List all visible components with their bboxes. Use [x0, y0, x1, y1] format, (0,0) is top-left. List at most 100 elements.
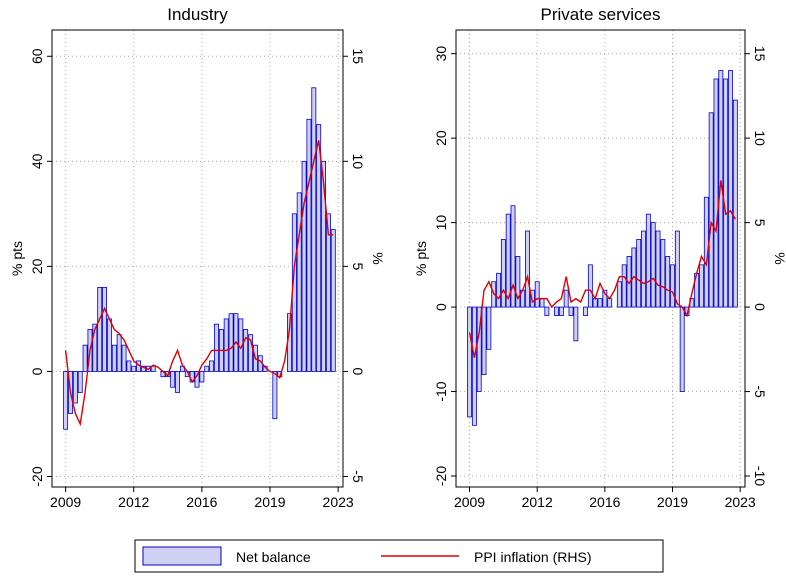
bar [699, 264, 704, 308]
x-tick-label: 2009 [454, 494, 485, 510]
bar [321, 160, 326, 372]
bar [471, 306, 477, 426]
bar [636, 239, 642, 308]
bar [558, 306, 564, 316]
bar [170, 371, 176, 388]
bar [728, 70, 733, 308]
bar [214, 323, 219, 372]
bar [272, 371, 278, 420]
x-tick-label: 2012 [522, 494, 553, 510]
bar [209, 360, 215, 372]
y-tick-label: 0 [433, 303, 449, 311]
y2-tick-label: 15 [350, 48, 366, 64]
y2-tick-label: 15 [752, 46, 768, 62]
bar [476, 306, 482, 392]
y2-tick-label: 0 [752, 303, 768, 311]
bar [510, 205, 516, 308]
bar [223, 318, 229, 372]
bar [175, 371, 180, 393]
bar [116, 334, 122, 372]
bar [641, 230, 646, 308]
x-tick-label: 2019 [657, 494, 688, 510]
y-axis-label: % pts [9, 241, 25, 276]
y-tick-label: 20 [29, 258, 45, 274]
bar [77, 371, 83, 393]
bar [311, 87, 317, 372]
legend-label: Net balance [236, 549, 311, 565]
bar [597, 298, 603, 308]
bar [243, 329, 249, 372]
bar [665, 255, 671, 308]
bar [325, 213, 331, 372]
bar [228, 313, 234, 372]
y2-tick-label: -10 [752, 466, 768, 486]
bar [607, 298, 613, 308]
bar [713, 78, 719, 308]
x-tick-label: 2009 [50, 494, 81, 510]
bar [660, 239, 666, 308]
x-tick-label: 2016 [186, 494, 217, 510]
y-tick-label: 40 [29, 153, 45, 169]
y2-tick-label: 5 [752, 219, 768, 227]
bar [97, 286, 103, 372]
bar [554, 306, 559, 316]
bar [248, 334, 253, 372]
y-tick-label: 0 [29, 367, 45, 375]
bar [525, 230, 530, 308]
y2-axis-label: % [772, 252, 786, 264]
bar [330, 229, 336, 372]
bar [301, 160, 307, 372]
bar [316, 124, 322, 372]
x-tick-label: 2023 [725, 494, 756, 510]
bar [131, 365, 137, 372]
y2-tick-label: 10 [350, 154, 366, 170]
legend-label: PPI inflation (RHS) [474, 549, 591, 565]
bar [204, 365, 210, 372]
x-tick-label: 2023 [323, 494, 354, 510]
bar [544, 306, 550, 316]
bar [150, 365, 156, 372]
bar [718, 70, 724, 308]
y-tick-label: 30 [433, 46, 449, 62]
bar [92, 323, 98, 372]
bar [539, 298, 545, 308]
y2-tick-label: 10 [752, 130, 768, 146]
legend-swatch-bar [142, 546, 222, 566]
y-tick-label: 10 [433, 215, 449, 231]
y-tick-label: 60 [29, 48, 45, 64]
bar [496, 272, 501, 308]
y-axis-label: % pts [413, 241, 429, 276]
bar [732, 99, 738, 308]
bar [72, 371, 78, 404]
bar [563, 289, 569, 308]
bar [126, 360, 132, 372]
bar [534, 281, 540, 308]
line [468, 180, 736, 358]
bar [486, 306, 492, 350]
bar [515, 255, 521, 308]
bar [650, 222, 656, 308]
y2-tick-label: -5 [752, 385, 768, 398]
y-tick-label: -20 [29, 466, 45, 486]
chart-title: Industry [167, 5, 228, 24]
bar [111, 344, 117, 372]
bar [679, 306, 685, 392]
y2-tick-label: 5 [350, 262, 366, 270]
bar [655, 230, 661, 308]
bar [674, 230, 680, 308]
bar [467, 306, 472, 418]
bar [106, 318, 112, 372]
bar [481, 306, 487, 376]
x-tick-label: 2016 [589, 494, 620, 510]
y-tick-label: 20 [433, 130, 449, 146]
x-tick-label: 2012 [118, 494, 149, 510]
bar [602, 289, 608, 308]
chart-title: Private services [541, 5, 661, 24]
bar [583, 306, 588, 316]
plot-frame [51, 29, 344, 488]
bar [587, 264, 593, 308]
bar [63, 371, 69, 430]
y2-tick-label: 0 [350, 368, 366, 376]
plot-frame [455, 29, 746, 488]
